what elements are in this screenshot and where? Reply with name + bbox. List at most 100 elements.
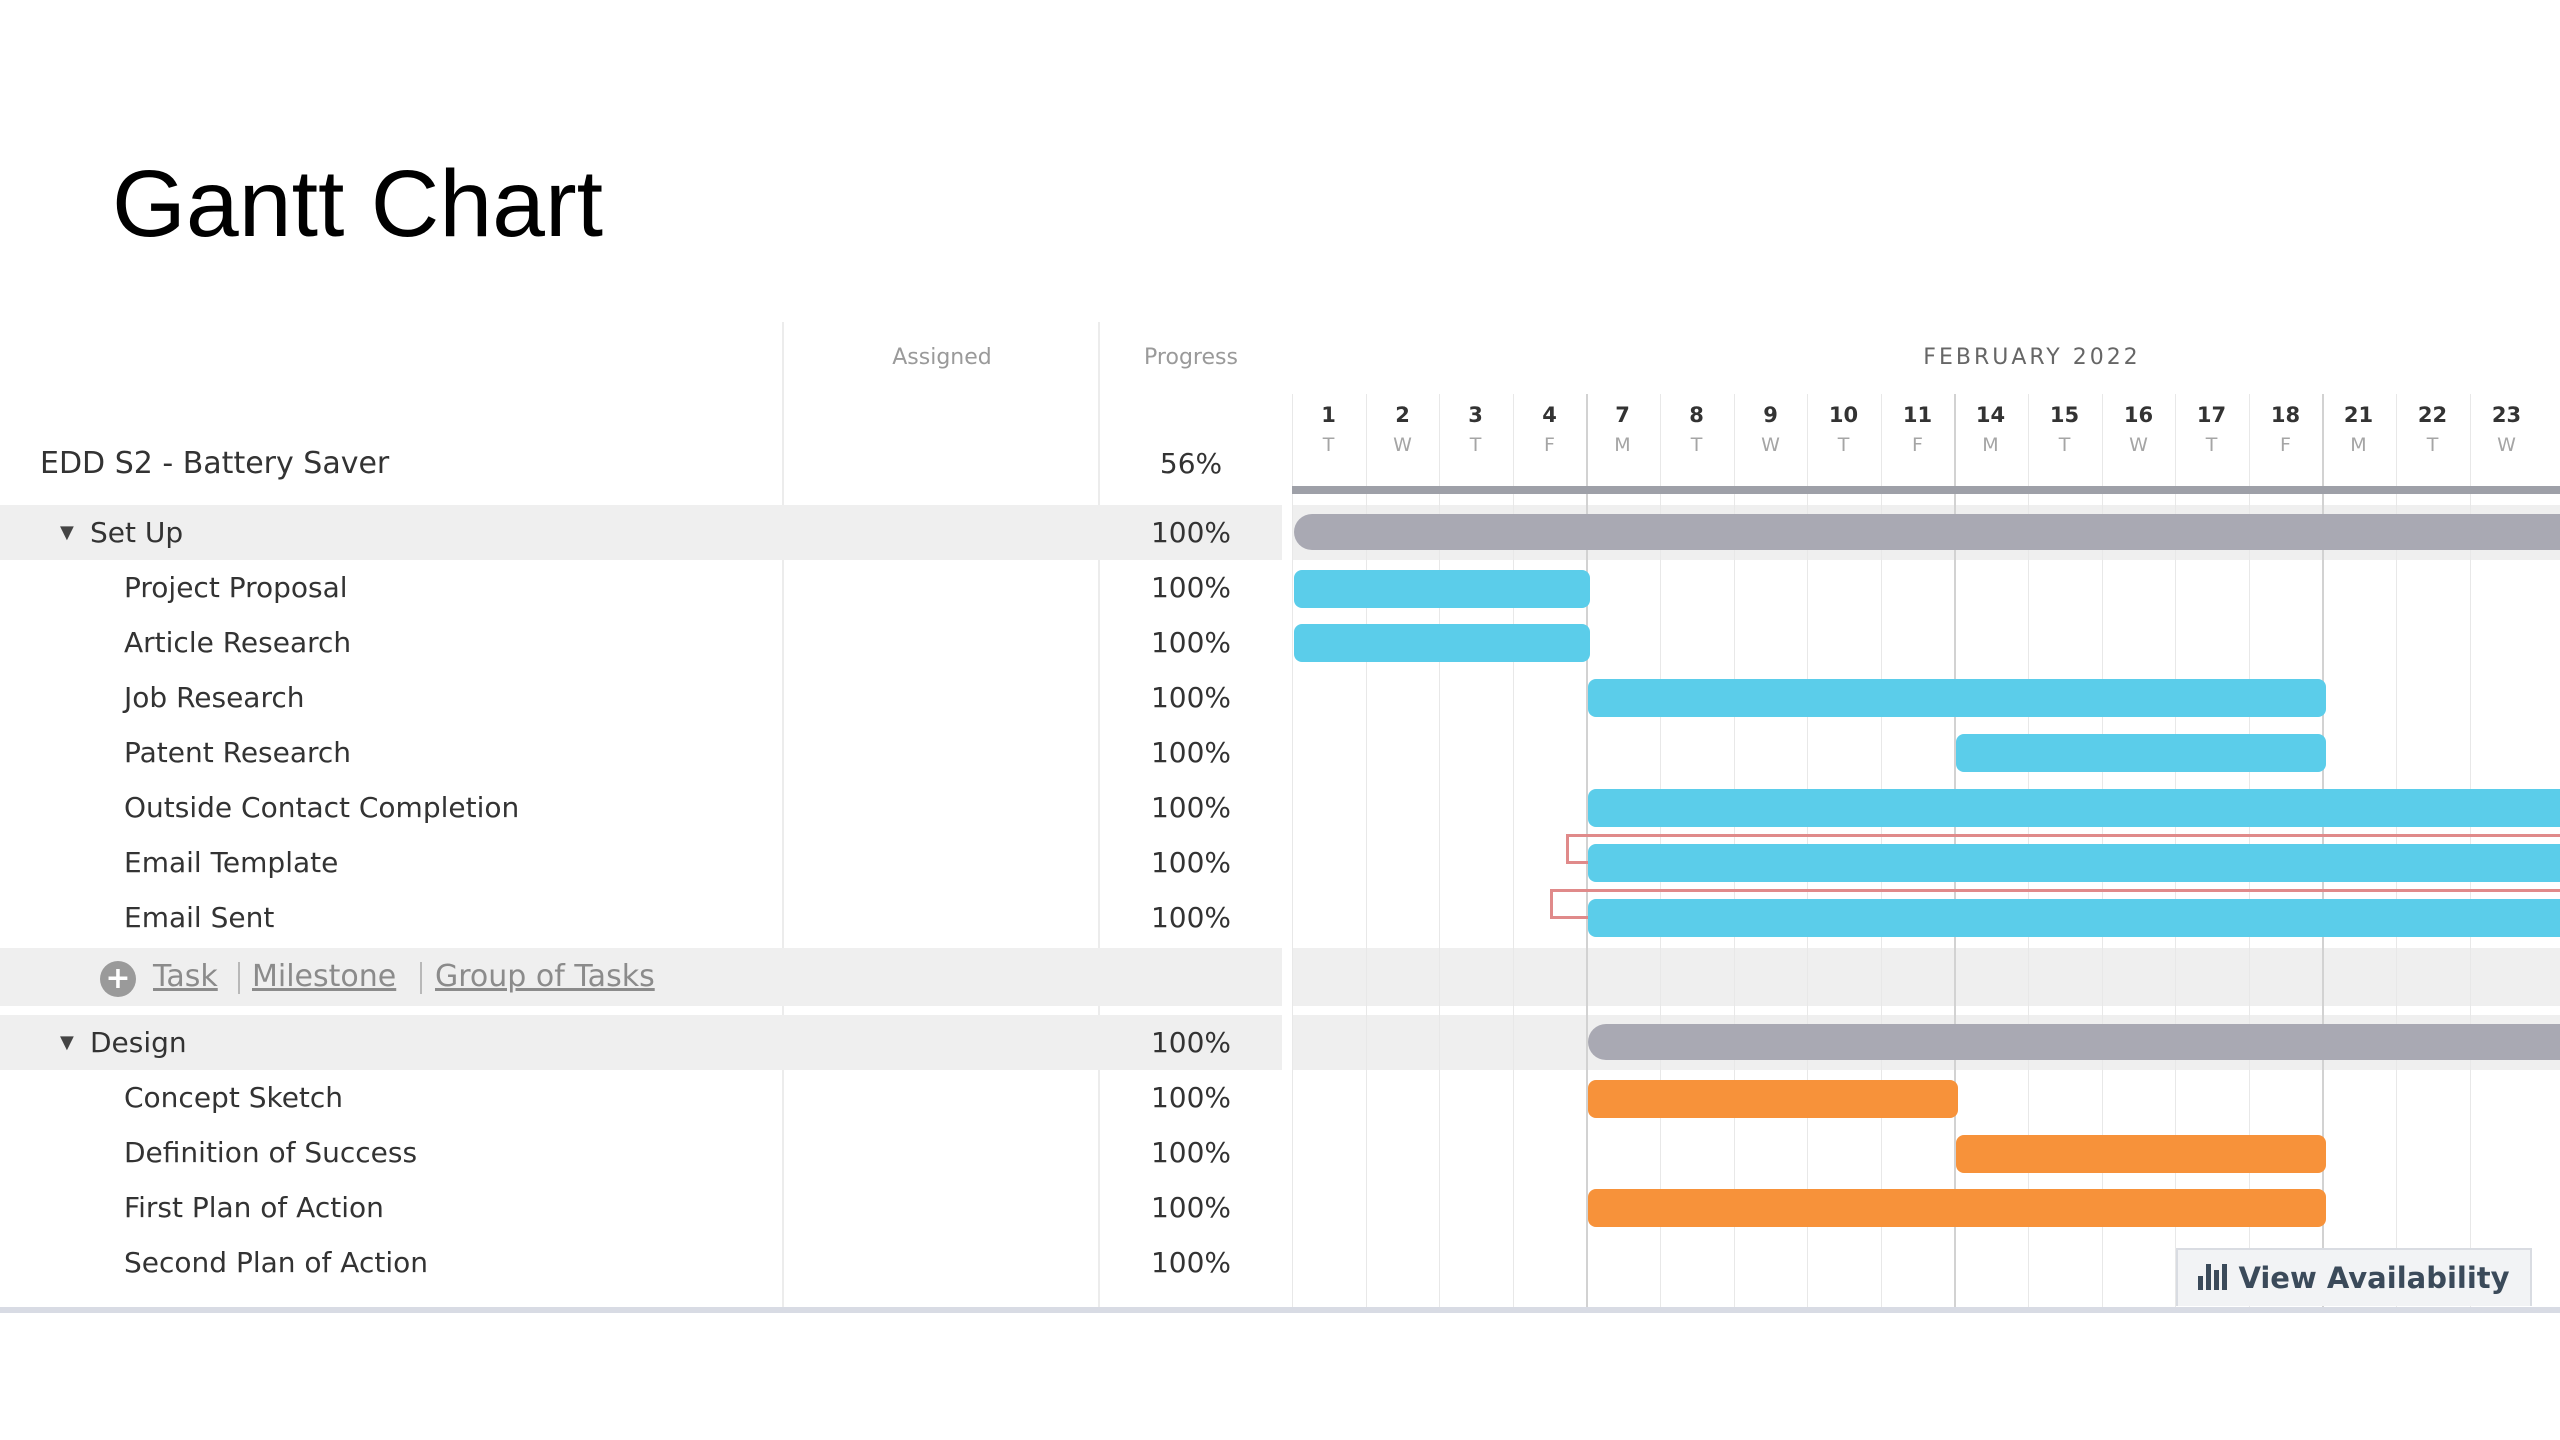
- task-row[interactable]: Concept Sketch 100%: [0, 1070, 1282, 1125]
- task-row[interactable]: Definition of Success 100%: [0, 1125, 1282, 1180]
- day-number: 15: [2049, 403, 2080, 427]
- task-name: Definition of Success: [124, 1136, 418, 1169]
- day-header: 14 M: [1954, 400, 2027, 460]
- group-row-set-up[interactable]: ▼ Set Up 100%: [0, 505, 1282, 560]
- day-weekday: T: [2058, 434, 2071, 456]
- day-header: 10 T: [1807, 400, 1880, 460]
- column-header-progress[interactable]: Progress: [1144, 345, 1238, 370]
- view-availability-button[interactable]: View Availability: [2176, 1248, 2532, 1306]
- add-milestone-link[interactable]: Milestone: [252, 959, 397, 994]
- task-name: Email Template: [124, 846, 339, 879]
- day-number: 9: [1763, 403, 1778, 427]
- month-label: FEBRUARY 2022: [1923, 345, 2141, 370]
- task-bar-project-proposal[interactable]: [1294, 570, 1590, 608]
- task-name: Project Proposal: [124, 571, 348, 604]
- task-row[interactable]: Project Proposal 100%: [0, 560, 1282, 615]
- task-row[interactable]: Outside Contact Completion 100%: [0, 780, 1282, 835]
- task-bar-definition-of-success[interactable]: [1956, 1135, 2326, 1173]
- timeline-header-bar: [1292, 486, 2560, 494]
- day-weekday: T: [1469, 434, 1482, 456]
- slide-title: Gantt Chart: [112, 151, 604, 257]
- day-weekday: F: [1544, 434, 1555, 456]
- project-progress: 56%: [1159, 447, 1223, 480]
- task-progress: 100%: [1150, 846, 1232, 879]
- day-header: 22 T: [2396, 400, 2469, 460]
- day-number: 17: [2196, 403, 2227, 427]
- collapse-caret-icon[interactable]: ▼: [60, 522, 74, 543]
- task-name: Patent Research: [124, 736, 352, 769]
- task-row[interactable]: Job Research 100%: [0, 670, 1282, 725]
- task-table: Assigned Progress EDD S2 - Battery Saver…: [0, 322, 1282, 1307]
- task-bar-email-sent[interactable]: [1588, 899, 2560, 937]
- day-number: 14: [1975, 403, 2006, 427]
- task-progress: 100%: [1150, 681, 1232, 714]
- day-weekday: M: [2350, 434, 2367, 456]
- group-progress: 100%: [1150, 516, 1232, 549]
- day-number: 21: [2343, 403, 2374, 427]
- task-row[interactable]: Article Research 100%: [0, 615, 1282, 670]
- group-name: Design: [90, 1026, 187, 1059]
- add-item-row: + Task Milestone Group of Tasks: [0, 948, 1282, 1006]
- group-row-design[interactable]: ▼ Design 100%: [0, 1015, 1282, 1070]
- day-number: 23: [2491, 403, 2522, 427]
- task-progress: 100%: [1150, 736, 1232, 769]
- task-bar-outside-contact[interactable]: [1588, 789, 2560, 827]
- task-progress: 100%: [1150, 1136, 1232, 1169]
- task-row[interactable]: Patent Research 100%: [0, 725, 1282, 780]
- group-progress: 100%: [1150, 1026, 1232, 1059]
- task-name: Email Sent: [124, 901, 275, 934]
- task-name: Concept Sketch: [124, 1081, 344, 1114]
- day-header: 23 W: [2470, 400, 2543, 460]
- day-weekday: T: [1322, 434, 1335, 456]
- task-row[interactable]: Email Template 100%: [0, 835, 1282, 890]
- group-bar-set-up[interactable]: [1294, 514, 2560, 550]
- task-progress: 100%: [1150, 626, 1232, 659]
- grid-line: [1439, 394, 1440, 1307]
- grid-line: [1586, 394, 1588, 1307]
- task-row[interactable]: Second Plan of Action 100%: [0, 1235, 1282, 1290]
- task-bar-concept-sketch[interactable]: [1588, 1080, 1958, 1118]
- day-weekday: T: [1690, 434, 1703, 456]
- task-name: Outside Contact Completion: [124, 791, 520, 824]
- day-weekday: W: [1393, 434, 1412, 456]
- day-weekday: F: [1912, 434, 1923, 456]
- task-row[interactable]: First Plan of Action 100%: [0, 1180, 1282, 1235]
- grid-line: [1513, 394, 1514, 1307]
- grid-line: [1292, 394, 1293, 1307]
- view-availability-label: View Availability: [2238, 1261, 2510, 1295]
- plus-circle-icon[interactable]: +: [100, 961, 136, 997]
- task-progress: 100%: [1150, 571, 1232, 604]
- task-progress: 100%: [1150, 901, 1232, 934]
- task-bar-article-research[interactable]: [1294, 624, 1590, 662]
- add-group-link[interactable]: Group of Tasks: [435, 959, 655, 994]
- task-progress: 100%: [1150, 1246, 1232, 1279]
- project-row[interactable]: EDD S2 - Battery Saver 56%: [0, 436, 1282, 491]
- task-bar-first-plan[interactable]: [1588, 1189, 2326, 1227]
- day-weekday: F: [2280, 434, 2291, 456]
- day-header: 21 M: [2322, 400, 2395, 460]
- task-name: First Plan of Action: [124, 1191, 384, 1224]
- day-number: 2: [1395, 403, 1410, 427]
- collapse-caret-icon[interactable]: ▼: [60, 1032, 74, 1053]
- task-bar-email-template[interactable]: [1588, 844, 2560, 882]
- task-row[interactable]: Email Sent 100%: [0, 890, 1282, 945]
- day-number: 1: [1321, 403, 1336, 427]
- add-task-link[interactable]: Task: [153, 959, 218, 994]
- task-bar-job-research[interactable]: [1588, 679, 2326, 717]
- column-header-assigned[interactable]: Assigned: [892, 345, 992, 370]
- group-bar-design[interactable]: [1588, 1024, 2560, 1060]
- day-header: 17 T: [2175, 400, 2248, 460]
- day-weekday: W: [1761, 434, 1780, 456]
- day-number: 8: [1689, 403, 1704, 427]
- day-number: 3: [1468, 403, 1483, 427]
- day-header: 15 T: [2028, 400, 2101, 460]
- task-bar-patent-research[interactable]: [1956, 734, 2326, 772]
- day-number: 18: [2270, 403, 2301, 427]
- day-weekday: M: [1614, 434, 1631, 456]
- day-number: 22: [2417, 403, 2448, 427]
- task-progress: 100%: [1150, 1081, 1232, 1114]
